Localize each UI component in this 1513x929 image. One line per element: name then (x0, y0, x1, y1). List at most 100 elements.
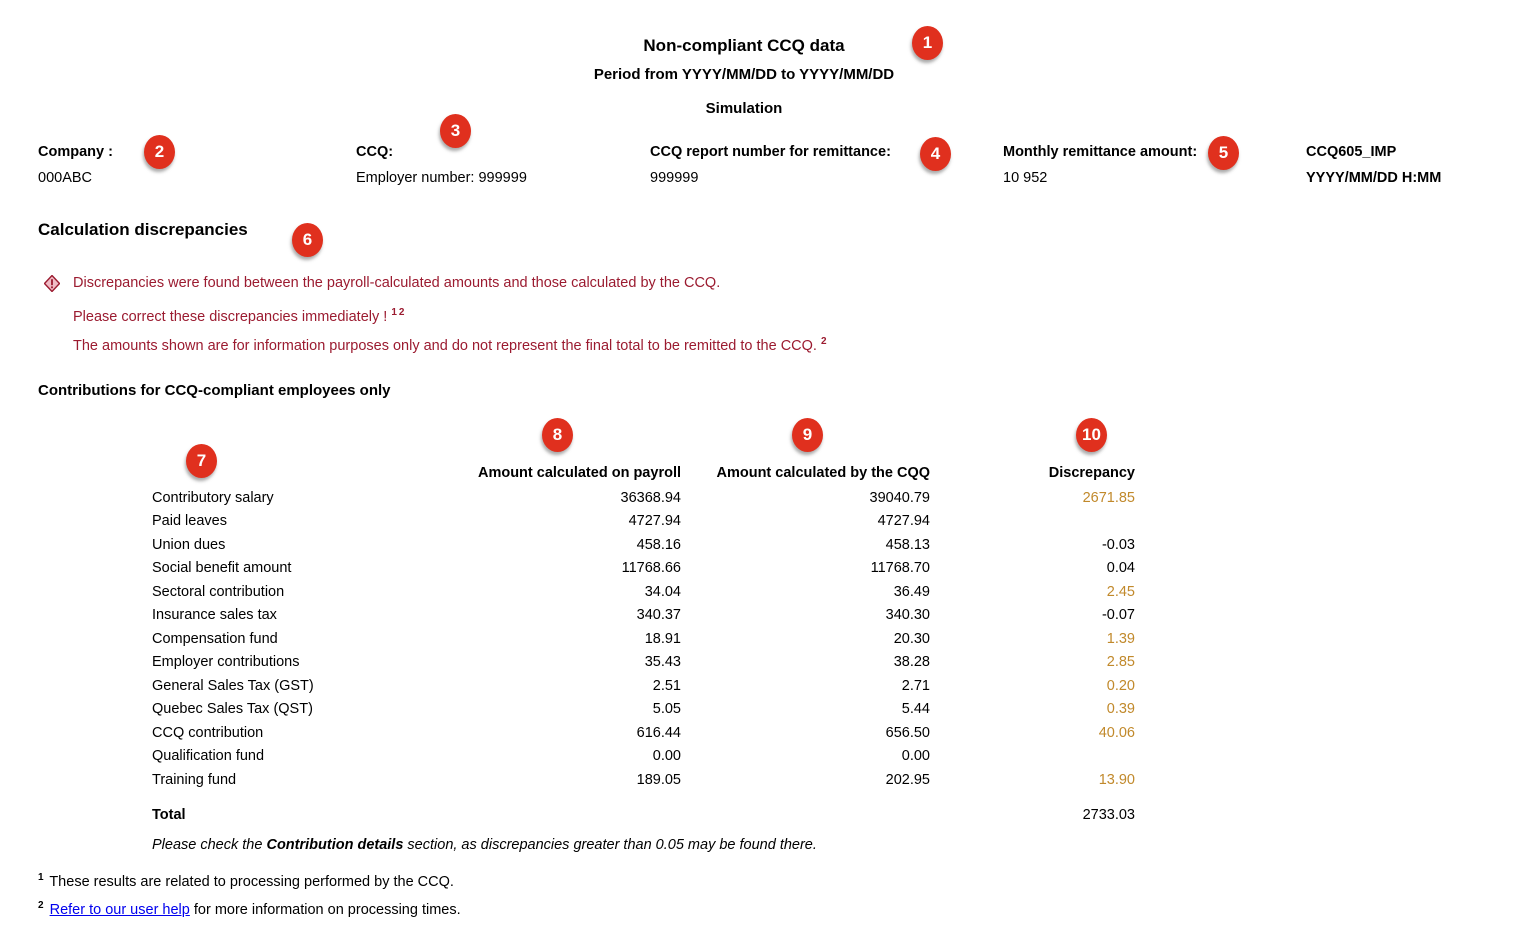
warning-line-2: Please correct these discrepancies immed… (73, 307, 406, 325)
payroll-amount: 189.05 (636, 771, 681, 788)
table-row: Contributory salary 36368.94 39040.79 26… (152, 486, 1135, 510)
page-title: Non-compliant CCQ data (643, 36, 845, 55)
callout-badge-4: 4 (920, 137, 951, 171)
payroll-amount: 36368.94 (620, 489, 681, 506)
company-label: Company : (38, 144, 113, 160)
warning-line-2-text: Please correct these discrepancies immed… (73, 308, 388, 325)
ccq-block: CCQ: Employer number: 999999 (356, 139, 527, 191)
row-label: Quebec Sales Tax (QST) (152, 701, 313, 718)
section-heading-contributions: Contributions for CCQ-compliant employee… (38, 382, 391, 399)
footnote-2: 2 Refer to our user help for more inform… (38, 900, 461, 918)
ccq-amount: 340.30 (885, 607, 930, 624)
ccq-amount: 39040.79 (869, 489, 930, 506)
table-row: Sectoral contribution 34.04 36.49 2.45 (152, 580, 1135, 604)
discrepancy-amount: 2.45 (1106, 583, 1135, 600)
discrepancy-amount: 0.04 (1106, 560, 1135, 577)
callout-badge-5: 5 (1208, 136, 1239, 170)
row-label: Training fund (152, 771, 237, 788)
payroll-amount: 616.44 (636, 724, 681, 741)
report-number-value: 999999 (650, 170, 699, 186)
row-label: Insurance sales tax (152, 607, 277, 624)
table-row: Training fund 189.05 202.95 13.90 (152, 768, 1135, 792)
report-period: Period from YYYY/MM/DD to YYYY/MM/DD (593, 66, 895, 83)
row-label: Paid leaves (152, 513, 227, 530)
ccq-amount: 4727.94 (877, 513, 930, 530)
warning-line-3: The amounts shown are for information pu… (73, 336, 829, 354)
section-heading-calculation-discrepancies: Calculation discrepancies (38, 220, 248, 239)
row-label: Union dues (152, 536, 226, 553)
callout-badge-1: 1 (912, 26, 943, 60)
table-row: Insurance sales tax 340.37 340.30 -0.07 (152, 604, 1135, 628)
payroll-amount: 35.43 (644, 654, 681, 671)
ccq-amount: 20.30 (893, 630, 930, 647)
row-label: Compensation fund (152, 630, 278, 647)
employer-number: Employer number: 999999 (356, 170, 527, 186)
footnote-2-text: for more information on processing times… (189, 901, 461, 918)
remittance-value: 10 952 (1003, 170, 1048, 186)
payroll-amount: 340.37 (636, 607, 681, 624)
footnote-1-marker: 1 (38, 872, 46, 883)
user-help-link[interactable]: Refer to our user help (49, 901, 190, 918)
discrepancy-amount: 2.85 (1106, 654, 1135, 671)
discrepancy-amount (930, 510, 1135, 534)
callout-badge-3: 3 (440, 114, 471, 148)
table-row: Quebec Sales Tax (QST) 5.05 5.44 0.39 (152, 698, 1135, 722)
payroll-amount: 5.05 (652, 701, 681, 718)
discrepancy-amount: 0.20 (1106, 677, 1135, 694)
row-label: General Sales Tax (GST) (152, 677, 314, 694)
report-number-label: CCQ report number for remittance: (650, 144, 891, 160)
discrepancy-amount: -0.07 (1101, 607, 1135, 624)
remittance-block: Monthly remittance amount: 10 952 (1003, 139, 1197, 191)
contributions-table-body: Contributory salary 36368.94 39040.79 26… (152, 486, 1135, 792)
row-label: Social benefit amount (152, 560, 292, 577)
row-label: Sectoral contribution (152, 583, 285, 600)
column-header-ccq: Amount calculated by the CQQ (716, 465, 931, 481)
ccq-amount: 11768.70 (870, 560, 930, 577)
row-label: Qualification fund (152, 748, 265, 765)
row-label: Contributory salary (152, 489, 274, 506)
payroll-amount: 0.00 (652, 748, 681, 765)
column-header-payroll: Amount calculated on payroll (477, 465, 681, 481)
total-discrepancy-value: 2733.03 (1082, 806, 1135, 823)
discrepancy-amount: -0.03 (1101, 536, 1135, 553)
payroll-amount: 458.16 (636, 536, 681, 553)
row-label: Employer contributions (152, 654, 300, 671)
contribution-details-note: Please check the Contribution details se… (152, 837, 817, 853)
ccq-amount: 36.49 (893, 583, 930, 600)
discrepancy-amount: 1.39 (1106, 630, 1135, 647)
remittance-label: Monthly remittance amount: (1003, 144, 1198, 160)
discrepancy-amount: 2671.85 (1082, 489, 1135, 506)
report-mode: Simulation (705, 100, 783, 117)
document-timestamp: YYYY/MM/DD H:MM (1306, 170, 1442, 186)
company-block: Company : 000ABC (38, 139, 113, 191)
payroll-amount: 18.91 (644, 630, 681, 647)
ccq-amount: 202.95 (885, 771, 930, 788)
contributions-table: Amount calculated on payroll Amount calc… (152, 462, 1135, 823)
table-row: Employer contributions 35.43 38.28 2.85 (152, 651, 1135, 675)
footnote-ref-2: 2 (398, 307, 407, 318)
table-row: CCQ contribution 616.44 656.50 40.06 (152, 721, 1135, 745)
payroll-amount: 11768.66 (621, 560, 681, 577)
document-id-block: CCQ605_IMP YYYY/MM/DD H:MM (1306, 139, 1441, 191)
total-row: Total 2733.03 (152, 792, 1135, 823)
column-header-discrepancy: Discrepancy (1048, 465, 1135, 481)
callout-badge-2: 2 (144, 135, 175, 169)
table-header-row: Amount calculated on payroll Amount calc… (152, 462, 1135, 486)
callout-badge-10: 10 (1076, 418, 1107, 452)
table-row: General Sales Tax (GST) 2.51 2.71 0.20 (152, 674, 1135, 698)
table-row: Union dues 458.16 458.13 -0.03 (152, 533, 1135, 557)
ccq-amount: 656.50 (885, 724, 930, 741)
note-suffix: section, as discrepancies greater than 0… (403, 837, 817, 853)
company-value: 000ABC (38, 170, 93, 186)
footnote-ref-1: 1 (391, 307, 399, 318)
note-prefix: Please check the (152, 837, 267, 853)
footnote-2-marker: 2 (38, 900, 46, 911)
note-bold: Contribution details (266, 837, 404, 853)
warning-line-1: Discrepancies were found between the pay… (73, 275, 721, 291)
callout-badge-8: 8 (542, 418, 573, 452)
ccq-label: CCQ: (356, 144, 394, 160)
table-row: Qualification fund 0.00 0.00 (152, 745, 1135, 769)
callout-badge-6: 6 (292, 223, 323, 257)
payroll-amount: 4727.94 (628, 513, 681, 530)
document-code: CCQ605_IMP (1306, 144, 1397, 160)
